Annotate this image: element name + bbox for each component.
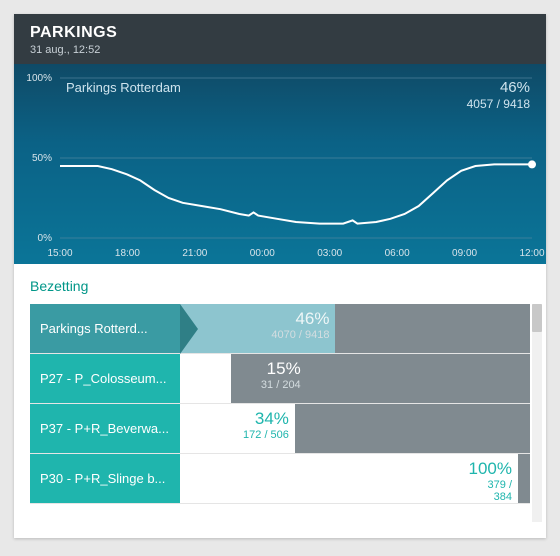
row-percent: 15% bbox=[261, 360, 301, 379]
row-value-block: 34%172 / 506 bbox=[243, 410, 289, 441]
row-label: P27 - P_Colosseum... bbox=[30, 354, 180, 403]
row-label: P30 - P+R_Slinge b... bbox=[30, 454, 180, 503]
widget-title: PARKINGS bbox=[30, 24, 530, 42]
svg-text:0%: 0% bbox=[38, 233, 53, 244]
svg-text:00:00: 00:00 bbox=[250, 248, 275, 259]
widget-timestamp: 31 aug., 12:52 bbox=[30, 44, 530, 56]
bar-fill bbox=[180, 354, 231, 403]
row-counts: 4070 / 9418 bbox=[271, 329, 329, 341]
svg-text:15:00: 15:00 bbox=[47, 248, 72, 259]
bar-background bbox=[180, 354, 530, 403]
row-counts: 379 / 384 bbox=[469, 479, 512, 503]
svg-text:09:00: 09:00 bbox=[452, 248, 477, 259]
row-counts: 31 / 204 bbox=[261, 379, 301, 391]
row-label: P37 - P+R_Beverwa... bbox=[30, 404, 180, 453]
row-value-block: 15%31 / 204 bbox=[261, 360, 301, 391]
row-value-block: 46%4070 / 9418 bbox=[271, 310, 329, 341]
occupancy-row[interactable]: Parkings Rotterd... 46%4070 / 9418 bbox=[30, 304, 530, 354]
row-label: Parkings Rotterd... bbox=[30, 304, 180, 353]
svg-text:12:00: 12:00 bbox=[519, 248, 544, 259]
bar-fill bbox=[180, 454, 518, 503]
row-counts: 172 / 506 bbox=[243, 429, 289, 441]
occupancy-row[interactable]: P37 - P+R_Beverwa... 34%172 / 506 bbox=[30, 404, 530, 454]
occupancy-row[interactable]: P30 - P+R_Slinge b... 100%379 / 384 bbox=[30, 454, 530, 504]
parkings-widget: PARKINGS 31 aug., 12:52 100% 50% 0% 15:00 18… bbox=[14, 14, 546, 538]
occupancy-row[interactable]: P27 - P_Colosseum... 15%31 / 204 bbox=[30, 354, 530, 404]
svg-text:03:00: 03:00 bbox=[317, 248, 342, 259]
svg-text:50%: 50% bbox=[32, 153, 52, 164]
row-percent: 46% bbox=[271, 310, 329, 329]
occupancy-list-wrap: Parkings Rotterd... 46%4070 / 9418 P27 - P… bbox=[14, 304, 546, 538]
row-value-block: 100%379 / 384 bbox=[469, 460, 512, 503]
svg-text:46%: 46% bbox=[500, 79, 530, 96]
scrollbar[interactable] bbox=[532, 304, 542, 522]
row-label-text: P30 - P+R_Slinge b... bbox=[40, 471, 165, 486]
svg-text:21:00: 21:00 bbox=[182, 248, 207, 259]
occupancy-chart-svg: 100% 50% 0% 15:00 18:00 21:00 00:00 03:00 06:00 0… bbox=[14, 64, 546, 264]
scrollbar-thumb[interactable] bbox=[532, 304, 542, 332]
svg-text:4057 / 9418: 4057 / 9418 bbox=[467, 97, 531, 111]
row-label-text: P37 - P+R_Beverwa... bbox=[40, 421, 169, 436]
svg-text:100%: 100% bbox=[26, 73, 52, 84]
occupancy-section-label: Bezetting bbox=[14, 264, 546, 304]
widget-header: PARKINGS 31 aug., 12:52 bbox=[14, 14, 546, 64]
occupancy-list[interactable]: Parkings Rotterd... 46%4070 / 9418 P27 - P… bbox=[30, 304, 530, 522]
row-percent: 34% bbox=[243, 410, 289, 429]
occupancy-chart: 100% 50% 0% 15:00 18:00 21:00 00:00 03:00 06:00 0… bbox=[14, 64, 546, 264]
row-percent: 100% bbox=[469, 460, 512, 479]
row-label-text: P27 - P_Colosseum... bbox=[40, 371, 166, 386]
selection-arrow-icon bbox=[180, 304, 198, 354]
row-label-text: Parkings Rotterd... bbox=[40, 321, 148, 336]
svg-text:Parkings Rotterdam: Parkings Rotterdam bbox=[66, 80, 181, 95]
svg-text:18:00: 18:00 bbox=[115, 248, 140, 259]
svg-text:06:00: 06:00 bbox=[385, 248, 410, 259]
